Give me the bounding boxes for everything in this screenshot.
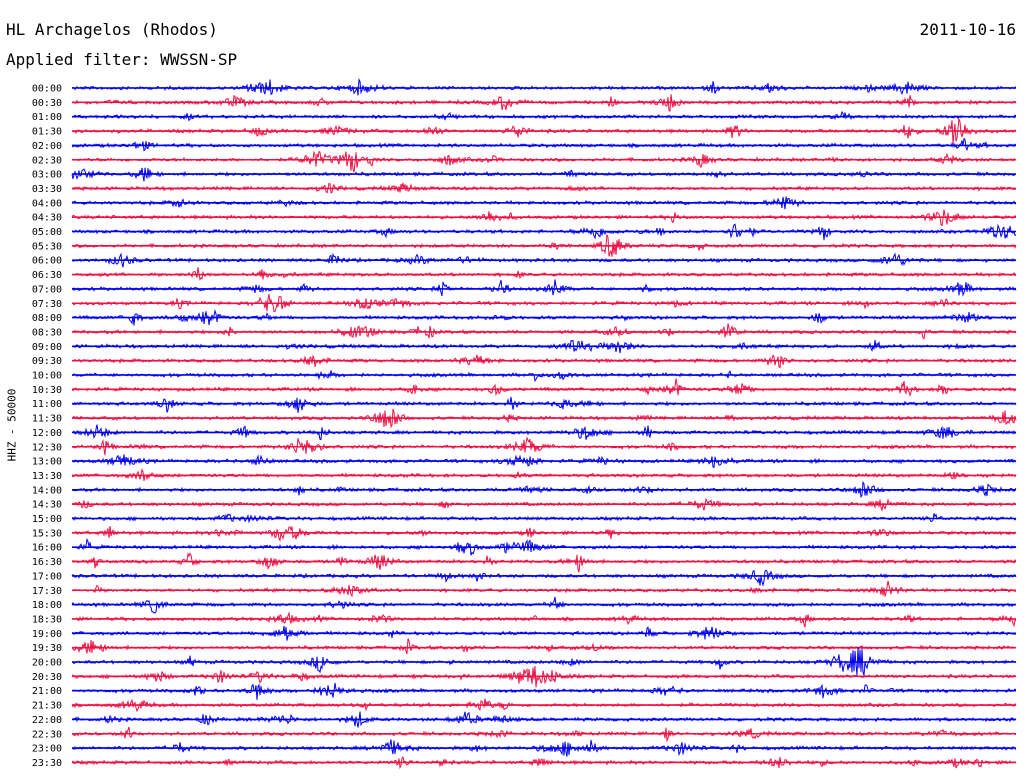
row-time-label: 10:30 [32, 385, 62, 396]
row-time-label: 10:00 [32, 371, 62, 382]
row-time-label: 04:30 [32, 213, 62, 224]
trace-line [71, 569, 1017, 587]
row-time-label: 18:00 [32, 600, 62, 611]
trace-line [71, 552, 1017, 573]
row-time-label: 13:30 [32, 471, 62, 482]
date-label: 2011-10-16 [919, 20, 1016, 39]
row-time-label: 00:30 [32, 98, 62, 109]
row-time-label: 09:00 [32, 342, 62, 353]
row-time-label: 03:30 [32, 184, 62, 195]
trace-line [71, 611, 1017, 628]
row-time-label: 05:30 [32, 241, 62, 252]
row-time-label: 04:00 [32, 198, 62, 209]
row-time-label: 02:00 [32, 141, 62, 152]
row-time-label: 03:00 [32, 170, 62, 181]
row-time-label: 07:30 [32, 299, 62, 310]
row-time-label: 08:00 [32, 313, 62, 324]
row-time-label: 20:30 [32, 672, 62, 683]
row-time-label: 13:00 [32, 457, 62, 468]
trace-line [71, 378, 1017, 397]
trace-line [71, 279, 1017, 297]
row-time-label: 16:30 [32, 557, 62, 568]
row-time-label: 19:00 [32, 629, 62, 640]
row-time-label: 23:00 [32, 744, 62, 755]
trace-line [71, 468, 1017, 481]
row-time-label: 17:30 [32, 586, 62, 597]
row-time-label: 12:30 [32, 442, 62, 453]
trace-line [71, 647, 1017, 676]
row-time-label: 21:00 [32, 686, 62, 697]
row-time-label: 19:30 [32, 643, 62, 654]
row-time-label: 21:30 [32, 701, 62, 712]
trace-line [71, 323, 1017, 340]
row-time-label: 01:30 [32, 127, 62, 138]
row-time-label: 11:30 [32, 414, 62, 425]
row-time-label: 06:00 [32, 256, 62, 267]
row-time-label: 06:30 [32, 270, 62, 281]
row-time-label: 05:00 [32, 227, 62, 238]
row-time-label: 16:00 [32, 543, 62, 554]
row-time-label: 15:30 [32, 528, 62, 539]
row-time-label: 09:30 [32, 356, 62, 367]
trace-line [71, 580, 1017, 598]
row-time-label: 02:30 [32, 155, 62, 166]
row-time-label: 15:00 [32, 514, 62, 525]
row-time-label: 08:30 [32, 327, 62, 338]
trace-line [71, 234, 1017, 257]
trace-line [71, 267, 1017, 281]
row-time-label: 14:00 [32, 485, 62, 496]
station-title: HL Archagelos (Rhodos) [6, 20, 218, 39]
trace-line [71, 94, 1017, 112]
trace-line [71, 638, 1017, 655]
row-time-label: 18:30 [32, 614, 62, 625]
row-time-label: 11:00 [32, 399, 62, 410]
trace-line [71, 150, 1017, 173]
row-time-label: 14:30 [32, 500, 62, 511]
row-time-label: 22:30 [32, 729, 62, 740]
row-time-label: 00:00 [32, 84, 62, 95]
row-time-label: 17:00 [32, 571, 62, 582]
row-time-label: 22:00 [32, 715, 62, 726]
row-time-label: 01:00 [32, 112, 62, 123]
filter-label: Applied filter: WWSSN-SP [6, 50, 238, 69]
trace-line [71, 513, 1017, 524]
trace-line [71, 396, 1017, 413]
row-time-label: 23:30 [32, 758, 62, 769]
row-time-label: 12:00 [32, 428, 62, 439]
row-time-label: 20:00 [32, 658, 62, 669]
row-time-label: 07:00 [32, 284, 62, 295]
